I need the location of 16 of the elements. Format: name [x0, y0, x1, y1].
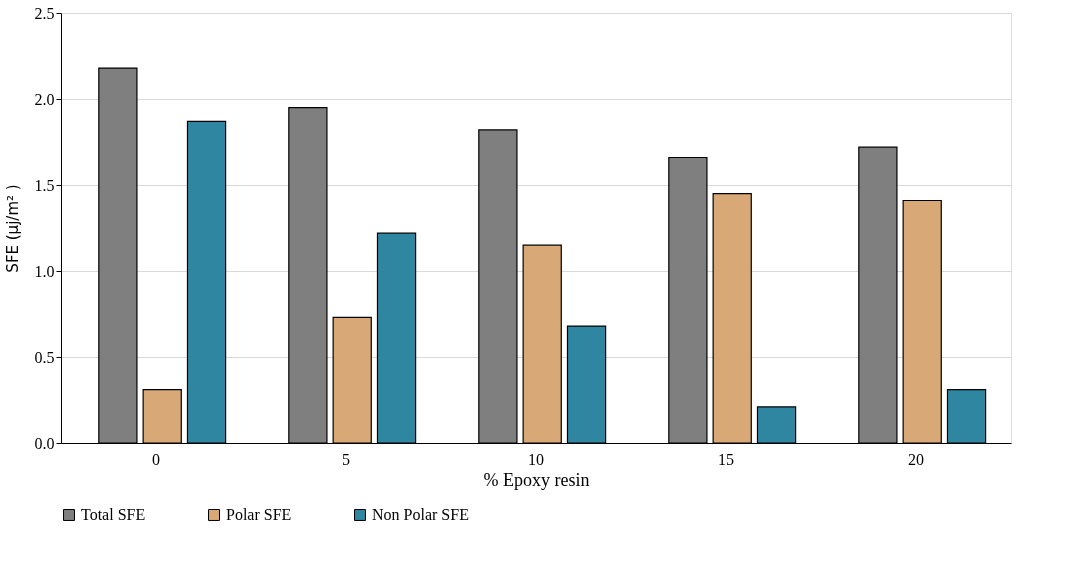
y-tick-label: 0.5: [34, 348, 55, 366]
y-axis-title: SFE (µj/m² ): [3, 184, 22, 273]
legend-label: Polar SFE: [226, 506, 292, 523]
x-tick-label: 20: [908, 450, 924, 468]
y-tick-label: 2.0: [34, 90, 55, 108]
legend-label: Non Polar SFE: [372, 506, 469, 523]
y-tick-label: 1.0: [34, 262, 55, 280]
x-tick-label: 10: [528, 450, 544, 468]
y-tick-label: 2.5: [34, 4, 55, 22]
x-tick-label: 5: [342, 450, 350, 468]
y-tick-label: 1.5: [34, 176, 55, 194]
x-tick-label: 15: [718, 450, 734, 468]
y-tick-label: 0.0: [34, 434, 55, 452]
x-tick-label: 0: [152, 450, 160, 468]
legend-label: Total SFE: [81, 506, 146, 523]
x-axis-title: % Epoxy resin: [483, 469, 590, 490]
